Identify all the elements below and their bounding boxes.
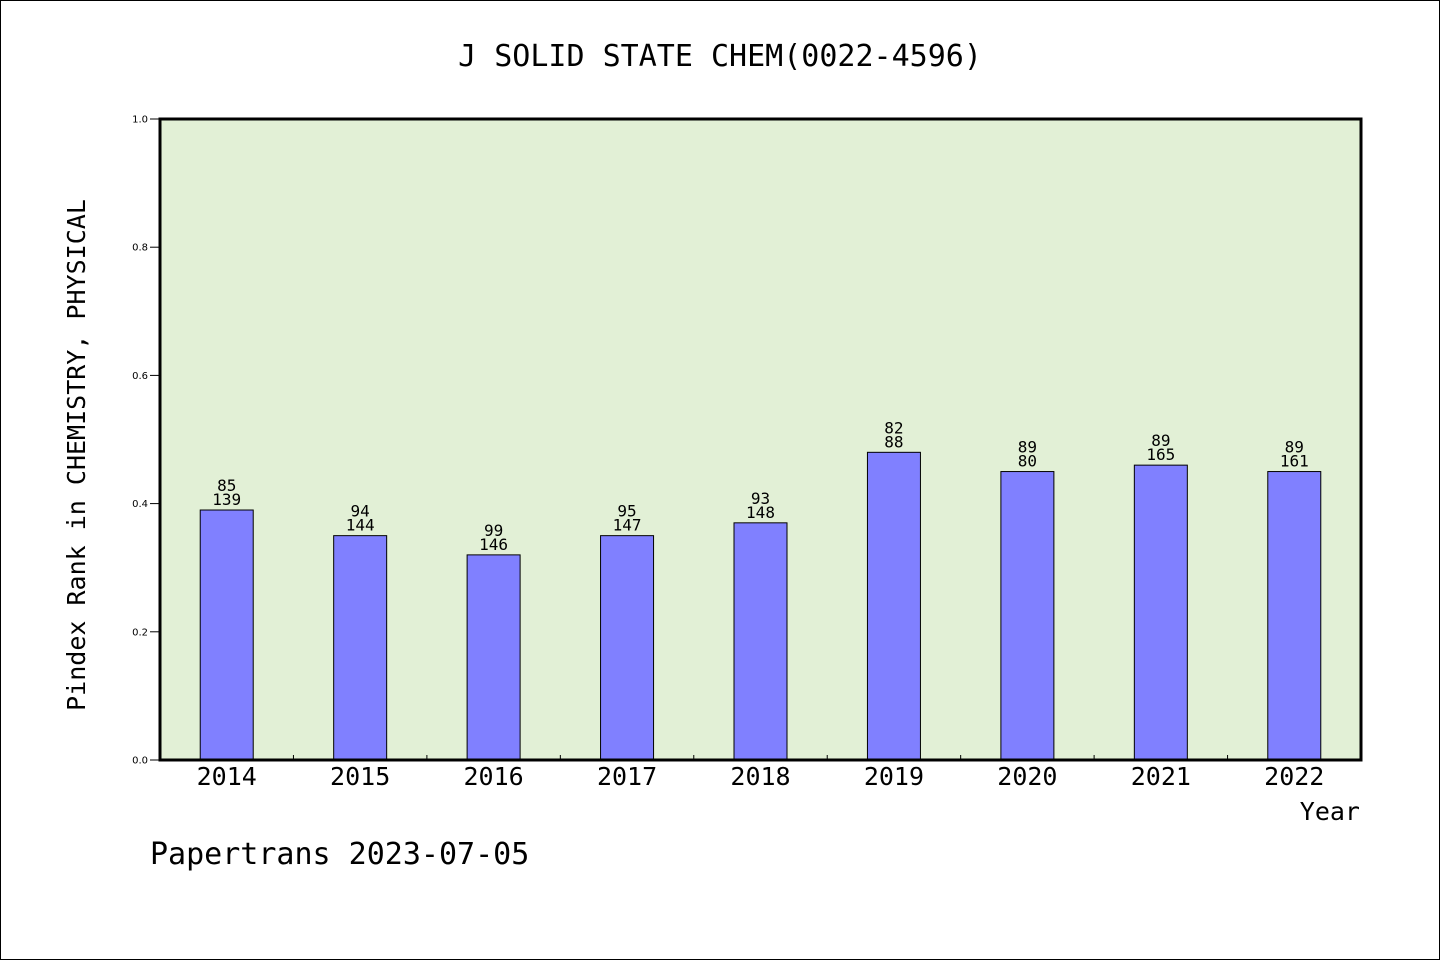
data-label-top-2014: 85 (217, 476, 236, 495)
x-tick-label-2014: 2014 (197, 762, 257, 791)
data-label-bottom-2016: 146 (479, 535, 508, 554)
data-label-bottom-2018: 148 (746, 503, 775, 522)
bar-2015 (333, 535, 388, 761)
bar-2020 (1000, 471, 1055, 761)
data-label-bottom-2021: 165 (1146, 445, 1175, 464)
bar-2021 (1133, 464, 1188, 761)
x-tick-label-2017: 2017 (597, 762, 657, 791)
chart-title: J SOLID STATE CHEM(0022-4596) (458, 39, 982, 74)
x-tick-label-2022: 2022 (1264, 762, 1324, 791)
bar-2014 (199, 509, 254, 761)
data-label-bottom-2015: 144 (346, 516, 375, 535)
data-label-top-2015: 94 (351, 502, 370, 521)
bar-2016 (466, 554, 521, 761)
y-tick-label: 0.2 (132, 627, 148, 638)
data-label-bottom-2019: 88 (884, 432, 903, 451)
x-axis: 2014 2015 2016 2017 2018 2019 2020 2021 2022 (197, 755, 1324, 791)
bar-2017 (600, 535, 655, 761)
data-label-top-2018: 93 (751, 489, 770, 508)
y-axis: 0.0 0.2 0.4 0.6 0.8 1.0 (132, 115, 160, 767)
data-label-bottom-2017: 147 (613, 516, 642, 535)
data-label-bottom-2020: 80 (1018, 452, 1037, 471)
data-label-top-2016: 99 (484, 521, 503, 540)
data-label-top-2020: 89 (1018, 438, 1037, 457)
data-label-top-2017: 95 (617, 502, 636, 521)
bar-2022 (1267, 471, 1322, 761)
y-axis-label: Pindex Rank in CHEMISTRY, PHYSICAL (62, 199, 91, 711)
y-tick-label: 0.4 (132, 499, 148, 510)
bars-layer (199, 451, 1322, 761)
x-tick-label-2018: 2018 (730, 762, 790, 791)
data-label-top-2021: 89 (1151, 431, 1170, 450)
y-tick-label: 1.0 (132, 115, 148, 126)
x-axis-label: Year (1300, 797, 1360, 826)
data-label-top-2019: 82 (884, 418, 903, 437)
x-tick-label-2020: 2020 (997, 762, 1057, 791)
bar-2019 (866, 451, 921, 761)
x-tick-label-2021: 2021 (1131, 762, 1191, 791)
data-label-top-2022: 89 (1285, 438, 1304, 457)
x-tick-label-2016: 2016 (464, 762, 524, 791)
y-tick-label: 0.6 (132, 371, 148, 382)
plot-border (158, 117, 1363, 762)
y-tick-label: 0.8 (132, 243, 148, 254)
y-tick-label: 0.0 (132, 756, 148, 767)
footer-text: Papertrans 2023-07-05 (150, 837, 529, 872)
data-label-bottom-2014: 139 (212, 490, 241, 509)
bar-2018 (733, 522, 788, 761)
data-label-bottom-2022: 161 (1280, 452, 1309, 471)
x-tick-label-2015: 2015 (330, 762, 390, 791)
x-tick-label-2019: 2019 (864, 762, 924, 791)
